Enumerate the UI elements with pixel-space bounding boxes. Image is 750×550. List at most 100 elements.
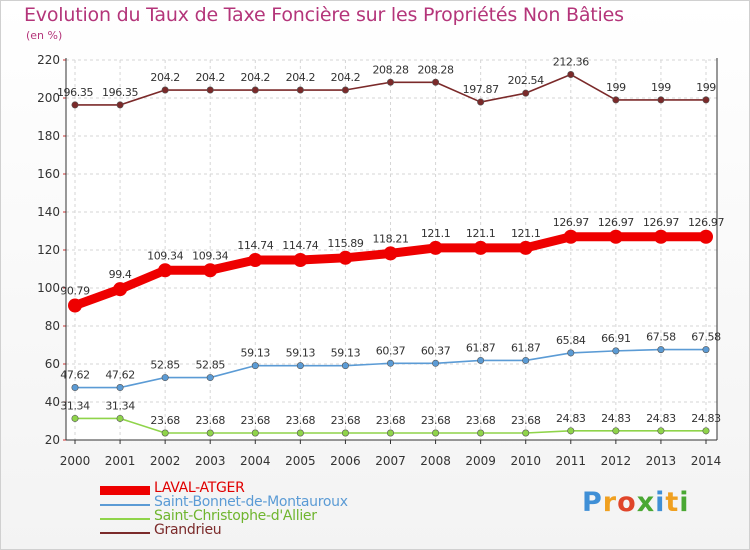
data-point-grandrieu — [206, 86, 214, 94]
data-label-laval-atger: 121.1 — [466, 227, 496, 240]
x-tick-label: 2006 — [330, 454, 361, 468]
legend-label: Saint-Christophe-d'Allier — [154, 508, 317, 524]
data-point-grandrieu — [477, 98, 485, 106]
data-label-laval-atger: 126.97 — [688, 216, 724, 229]
data-label-laval-atger: 109.34 — [147, 249, 183, 262]
data-label-saint-christophe-d-allier: 31.34 — [105, 399, 135, 412]
data-label-laval-atger: 90.79 — [60, 284, 90, 297]
data-point-saint-christophe-d-allier — [386, 429, 394, 437]
x-tick-label: 2012 — [601, 454, 632, 468]
data-point-grandrieu — [657, 96, 665, 104]
y-tick-label: 220 — [37, 53, 60, 67]
data-point-laval-atger — [608, 229, 623, 244]
data-label-grandrieu: 199 — [606, 81, 626, 94]
data-label-saint-bonnet-de-montauroux: 67.58 — [646, 331, 676, 344]
data-point-saint-christophe-d-allier — [161, 429, 169, 437]
data-point-saint-bonnet-de-montauroux — [71, 384, 79, 392]
data-label-saint-bonnet-de-montauroux: 59.13 — [331, 347, 361, 360]
x-tick-label: 2014 — [691, 454, 722, 468]
data-label-laval-atger: 126.97 — [598, 216, 634, 229]
x-tick-label: 2002 — [150, 454, 181, 468]
data-label-saint-christophe-d-allier: 24.83 — [691, 412, 721, 425]
data-label-saint-christophe-d-allier: 23.68 — [511, 414, 541, 427]
data-label-saint-bonnet-de-montauroux: 60.37 — [376, 344, 406, 357]
data-point-saint-bonnet-de-montauroux — [161, 374, 169, 382]
data-point-laval-atger — [699, 229, 713, 244]
data-point-laval-atger — [203, 263, 218, 278]
data-label-laval-atger: 114.74 — [237, 239, 273, 252]
data-point-grandrieu — [161, 86, 169, 94]
data-label-grandrieu: 212.36 — [553, 56, 589, 69]
data-label-saint-bonnet-de-montauroux: 67.58 — [691, 331, 721, 344]
data-label-grandrieu: 202.54 — [508, 74, 544, 87]
data-point-grandrieu — [702, 96, 710, 104]
legend-label: Grandrieu — [154, 522, 222, 538]
data-label-saint-christophe-d-allier: 23.68 — [286, 414, 316, 427]
data-label-laval-atger: 126.97 — [553, 216, 589, 229]
data-label-laval-atger: 121.1 — [421, 227, 451, 240]
y-tick-label: 40 — [45, 395, 60, 409]
legend-swatch — [100, 532, 150, 534]
y-tick-label: 80 — [45, 319, 60, 333]
data-point-laval-atger — [113, 282, 128, 297]
data-point-saint-christophe-d-allier — [296, 429, 304, 437]
data-point-laval-atger — [473, 240, 488, 255]
data-point-saint-bonnet-de-montauroux — [477, 356, 485, 364]
x-tick-label: 2001 — [105, 454, 136, 468]
data-label-saint-christophe-d-allier: 23.68 — [421, 414, 451, 427]
logo-letter: i — [655, 487, 666, 518]
data-label-saint-bonnet-de-montauroux: 59.13 — [241, 347, 271, 360]
y-tick-label: 60 — [45, 357, 60, 371]
data-point-saint-christophe-d-allier — [206, 429, 214, 437]
data-label-saint-christophe-d-allier: 23.68 — [195, 414, 225, 427]
x-tick-label: 2000 — [60, 454, 91, 468]
data-label-saint-bonnet-de-montauroux: 61.87 — [466, 341, 496, 354]
data-label-grandrieu: 204.2 — [241, 71, 271, 84]
data-point-saint-christophe-d-allier — [702, 427, 710, 435]
data-label-laval-atger: 114.74 — [282, 239, 318, 252]
logo-letter: x — [636, 487, 656, 518]
data-label-saint-bonnet-de-montauroux: 47.62 — [105, 369, 135, 382]
data-label-grandrieu: 199 — [651, 81, 671, 94]
data-point-saint-christophe-d-allier — [657, 427, 665, 435]
data-point-grandrieu — [116, 101, 124, 109]
data-point-grandrieu — [567, 71, 575, 79]
x-tick-label: 2007 — [375, 454, 406, 468]
data-point-saint-bonnet-de-montauroux — [341, 362, 349, 370]
y-tick-label: 140 — [37, 205, 60, 219]
data-point-saint-christophe-d-allier — [477, 429, 485, 437]
data-point-saint-bonnet-de-montauroux — [116, 384, 124, 392]
data-label-saint-bonnet-de-montauroux: 61.87 — [511, 341, 541, 354]
data-label-grandrieu: 199 — [696, 81, 716, 94]
data-label-laval-atger: 126.97 — [643, 216, 679, 229]
data-label-saint-christophe-d-allier: 24.83 — [556, 412, 586, 425]
data-label-saint-christophe-d-allier: 23.68 — [150, 414, 180, 427]
x-tick-label: 2008 — [420, 454, 451, 468]
data-label-laval-atger: 115.89 — [327, 237, 363, 250]
data-point-saint-bonnet-de-montauroux — [251, 362, 259, 370]
data-label-saint-bonnet-de-montauroux: 52.85 — [195, 359, 225, 372]
data-label-saint-christophe-d-allier: 23.68 — [331, 414, 361, 427]
x-tick-label: 2013 — [646, 454, 677, 468]
data-label-saint-christophe-d-allier: 23.68 — [466, 414, 496, 427]
x-tick-label: 2003 — [195, 454, 226, 468]
data-point-laval-atger — [158, 263, 173, 278]
data-label-saint-christophe-d-allier: 24.83 — [601, 412, 631, 425]
data-label-saint-bonnet-de-montauroux: 65.84 — [556, 334, 586, 347]
data-label-grandrieu: 204.2 — [195, 71, 225, 84]
y-axis-unit: (en %) — [26, 29, 63, 42]
y-tick-label: 160 — [37, 167, 60, 181]
data-point-saint-christophe-d-allier — [522, 429, 530, 437]
data-point-grandrieu — [432, 78, 440, 86]
data-point-laval-atger — [293, 252, 308, 267]
data-label-grandrieu: 196.35 — [57, 86, 93, 99]
data-label-grandrieu: 204.2 — [150, 71, 180, 84]
legend-swatch — [100, 504, 150, 506]
x-tick-label: 2009 — [465, 454, 496, 468]
data-point-saint-bonnet-de-montauroux — [206, 374, 214, 382]
logo-letter: t — [665, 487, 680, 518]
logo-letter: o — [617, 487, 637, 518]
data-point-laval-atger — [563, 229, 578, 244]
y-tick-label: 180 — [37, 129, 60, 143]
